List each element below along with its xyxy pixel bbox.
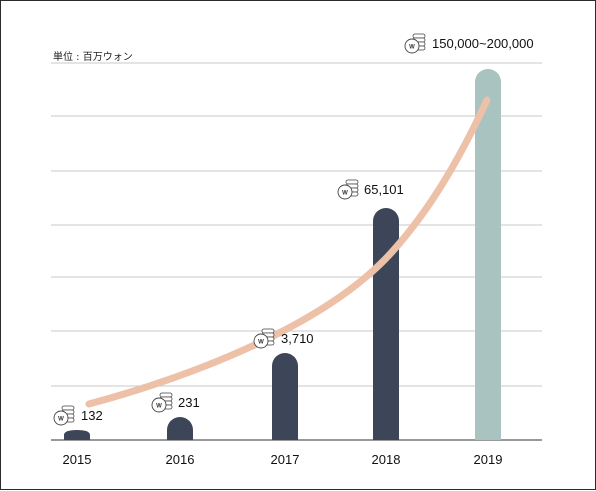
trend-curve [85, 96, 491, 408]
svg-text:W: W [58, 417, 64, 423]
svg-text:W: W [409, 45, 415, 51]
x-tick-label: 2019 [474, 452, 503, 467]
value-label-2019: 150,000~200,000 [432, 36, 534, 51]
bar-2015 [64, 430, 90, 440]
x-tick-label: 2018 [372, 452, 401, 467]
won-coin-stack-icon: W [151, 392, 173, 413]
svg-text:W: W [258, 340, 264, 346]
won-coin-stack-icon: W [404, 33, 426, 54]
unit-label: 単位 : 百万ウォン [53, 52, 133, 63]
bar-2018 [373, 208, 399, 440]
svg-text:W: W [156, 404, 162, 410]
value-label-2017: 3,710 [281, 331, 314, 346]
won-coin-stack-icon: W [53, 405, 75, 426]
bar-2016 [167, 417, 193, 440]
won-coin-stack-icon: W [337, 179, 359, 200]
x-tick-label: 2016 [166, 452, 195, 467]
value-label-2015: 132 [81, 408, 103, 423]
value-label-2016: 231 [178, 395, 200, 410]
value-label-2018: 65,101 [364, 182, 404, 197]
bar-2019 [475, 69, 501, 440]
won-coin-stack-icon: W [253, 328, 275, 349]
svg-text:W: W [342, 191, 348, 197]
x-tick-label: 2015 [63, 452, 92, 467]
bar-2017 [272, 353, 298, 440]
x-tick-label: 2017 [271, 452, 300, 467]
